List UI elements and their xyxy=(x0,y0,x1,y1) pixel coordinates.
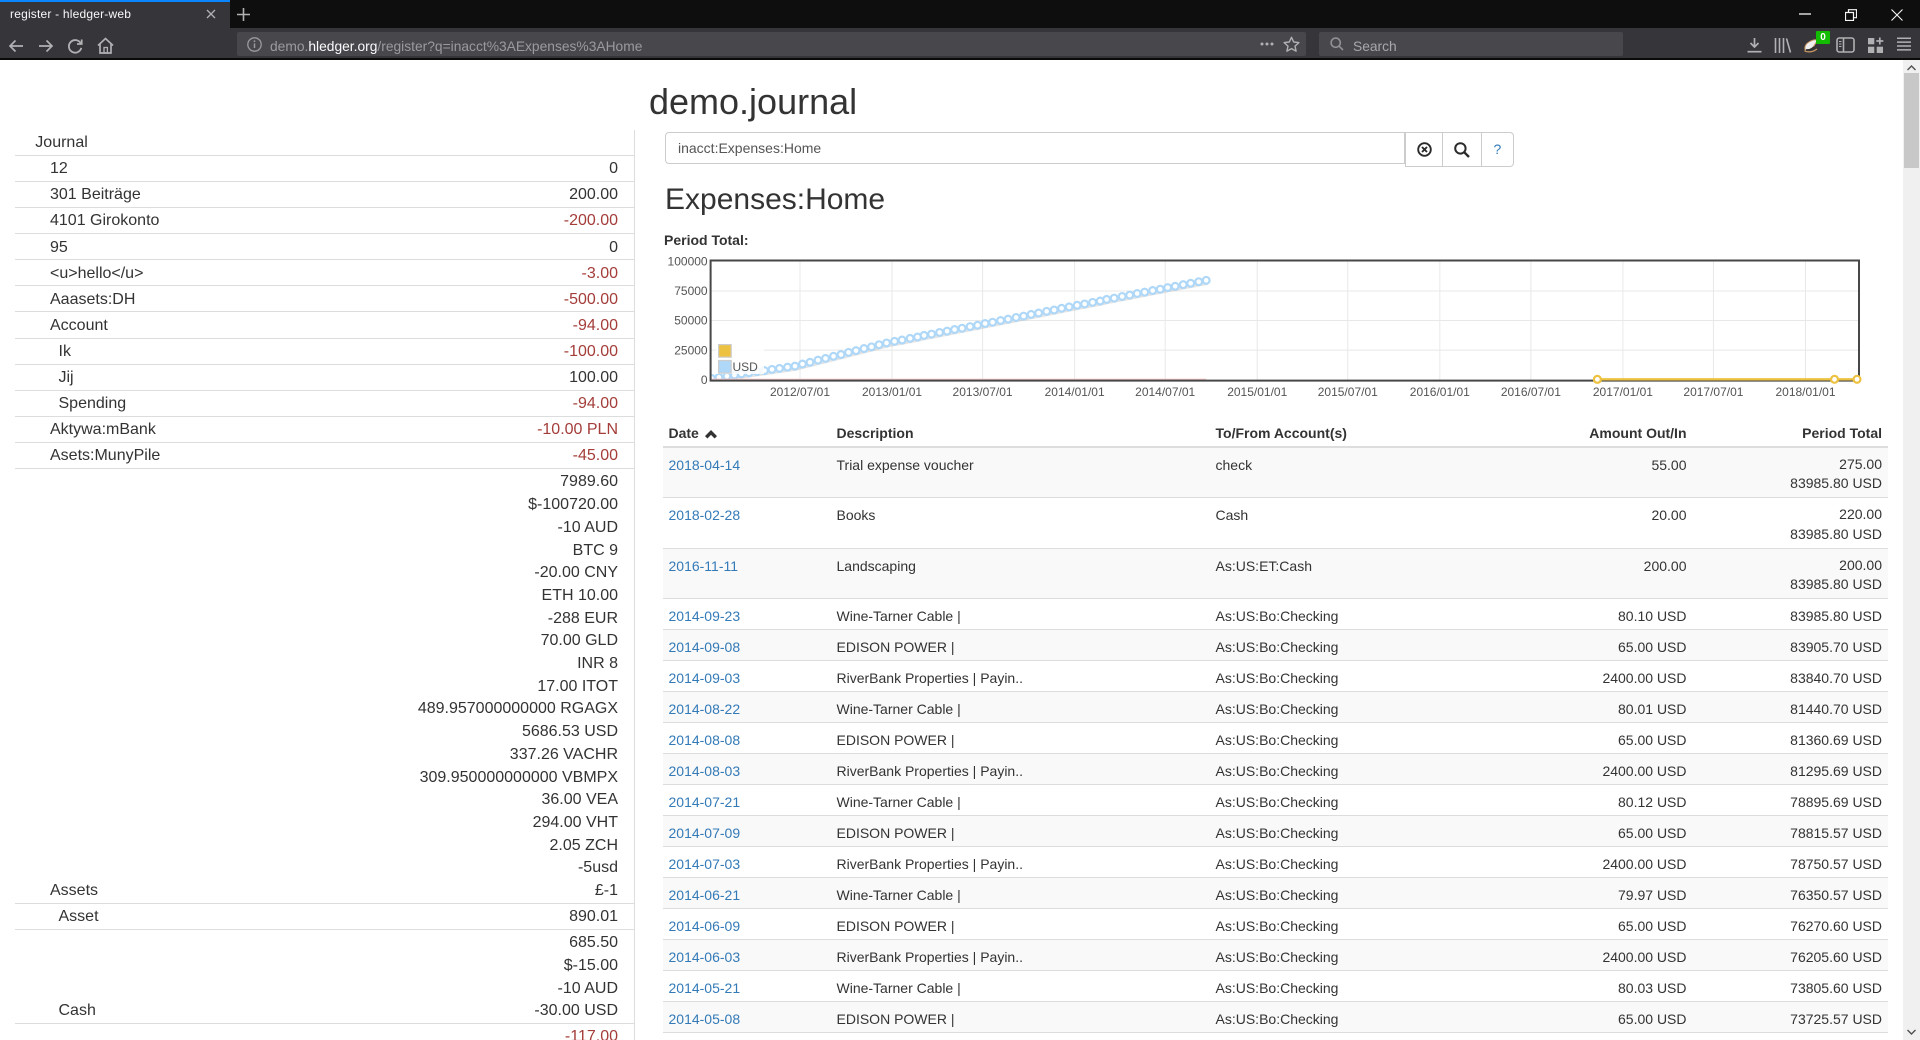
svg-text:2012/07/01: 2012/07/01 xyxy=(770,385,830,399)
svg-text:2014/01/01: 2014/01/01 xyxy=(1045,385,1105,399)
svg-text:2016/01/01: 2016/01/01 xyxy=(1410,385,1470,399)
svg-text:2018/01/01: 2018/01/01 xyxy=(1775,385,1835,399)
svg-text:75000: 75000 xyxy=(674,284,708,298)
svg-text:2016/07/01: 2016/07/01 xyxy=(1501,385,1561,399)
svg-text:2014/07/01: 2014/07/01 xyxy=(1135,385,1195,399)
svg-text:2013/07/01: 2013/07/01 xyxy=(953,385,1013,399)
svg-text:100000: 100000 xyxy=(668,255,708,269)
svg-text:2017/07/01: 2017/07/01 xyxy=(1683,385,1743,399)
svg-text:2015/07/01: 2015/07/01 xyxy=(1318,385,1378,399)
svg-text:2017/01/01: 2017/01/01 xyxy=(1593,385,1653,399)
svg-text:USD: USD xyxy=(733,360,759,374)
svg-text:25000: 25000 xyxy=(674,343,708,357)
svg-text:0: 0 xyxy=(701,373,708,387)
svg-text:2013/01/01: 2013/01/01 xyxy=(862,385,922,399)
svg-text:2015/01/01: 2015/01/01 xyxy=(1227,385,1287,399)
svg-text:50000: 50000 xyxy=(674,314,708,328)
